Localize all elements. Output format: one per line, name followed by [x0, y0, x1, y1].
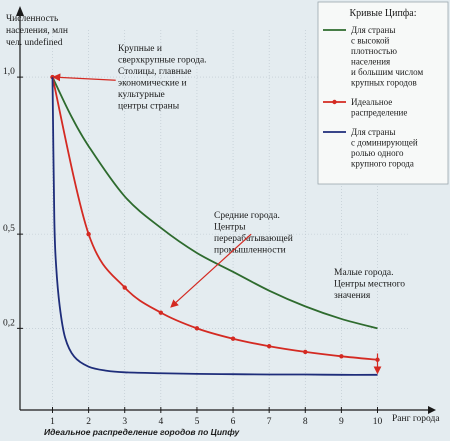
annotation-0-line-0: Крупные и	[118, 44, 162, 54]
annotations-layer: Крупные и сверхкрупные города.Столицы, гл…	[52, 44, 405, 375]
y-axis-title-line-1: Численность	[6, 14, 59, 24]
annotation-1-arrow	[170, 233, 252, 308]
series-layer	[50, 74, 380, 376]
y-tick-label-1: 0,5	[3, 224, 15, 234]
annotation-0-line-3: экономические и	[118, 79, 187, 89]
series-1-point-4	[194, 326, 200, 331]
legend-entry-0-line-3: населения	[351, 57, 390, 67]
series-1-point-7	[303, 349, 308, 355]
y-axis-title-line-3: чел. undefined	[6, 37, 63, 48]
y-tick-label-2: 0,2	[3, 318, 15, 328]
annotation-1-line-3: промышленности	[214, 246, 286, 256]
x-axis-arrow	[428, 406, 436, 414]
annotation-1-line-1: Центры	[214, 223, 246, 233]
legend-entry-2-line-0: Для страны	[351, 127, 395, 137]
legend-entry-1-line-1: распределение	[351, 108, 407, 118]
legend-entry-2-line-2: ролью одного	[351, 148, 404, 158]
x-tick-label-6: 6	[231, 417, 236, 427]
x-tick-label-8: 8	[303, 417, 308, 427]
series-1-point-8	[339, 354, 344, 359]
series-2-line	[51, 77, 378, 376]
y-axis-title-line-2: населения, млн	[6, 26, 68, 36]
x-tick-label-5: 5	[195, 417, 200, 427]
annotation-1-line-2: перерабатывающей	[214, 233, 293, 244]
series-1-point-1	[86, 231, 91, 237]
x-axis-title: Ранг города	[392, 414, 440, 424]
series-1-point-6	[266, 344, 272, 349]
series-0-line	[51, 76, 378, 330]
legend-title: Кривые Ципфа:	[349, 8, 416, 19]
annotation-2-line-0: Малые города.	[334, 268, 394, 278]
axes: 1 2 3 4 5 6 7 8 9 10 1,0 0,5 0,2	[3, 6, 436, 427]
annotation-2-line-2: значения	[334, 291, 371, 301]
legend-entry-2-line-1: с доминирующей	[351, 138, 418, 148]
annotation-0-line-2: Столицы, главные	[118, 67, 191, 77]
legend-entry-0-line-2: плотностью	[351, 46, 397, 56]
y-axis-arrow	[16, 6, 24, 16]
legend-entry-0-line-5: крупных городов	[351, 78, 417, 88]
annotation-2-line-1: Центры местного	[334, 280, 405, 290]
legend-entry-1-line-0: Идеальное	[351, 97, 392, 107]
x-tick-label-4: 4	[158, 417, 163, 427]
chart-caption: Идеальное распределение городов по Ципфу	[44, 427, 241, 437]
annotation-0-arrow	[52, 73, 116, 82]
legend-swatch-marker-1	[332, 99, 337, 105]
x-tick-label-9: 9	[339, 417, 344, 427]
x-tick-label-1: 1	[50, 417, 55, 427]
legend-entry-0-line-0: Для страны	[351, 25, 395, 35]
annotation-0-line-5: центры страны	[118, 102, 180, 112]
series-1-point-5	[230, 336, 236, 341]
y-tick-label-0: 1,0	[3, 67, 15, 77]
x-tick-label-7: 7	[267, 417, 272, 427]
x-tick-label-10: 10	[373, 417, 383, 427]
legend-entry-0-line-4: и большим числом	[351, 67, 423, 77]
legend-entry-0-line-1: с высокой	[351, 36, 389, 46]
x-tick-label-3: 3	[122, 417, 127, 427]
legend-entry-2-line-3: крупного города	[351, 159, 414, 169]
series-1-point-2	[122, 285, 127, 290]
x-tick-label-2: 2	[86, 417, 91, 427]
series-1-point-3	[158, 310, 164, 315]
annotation-1-line-0: Средние города.	[214, 211, 280, 221]
legend-box	[317, 1, 449, 185]
annotation-0-line-1: сверхкрупные города.	[118, 56, 207, 66]
annotation-0-line-4: культурные	[118, 90, 165, 100]
